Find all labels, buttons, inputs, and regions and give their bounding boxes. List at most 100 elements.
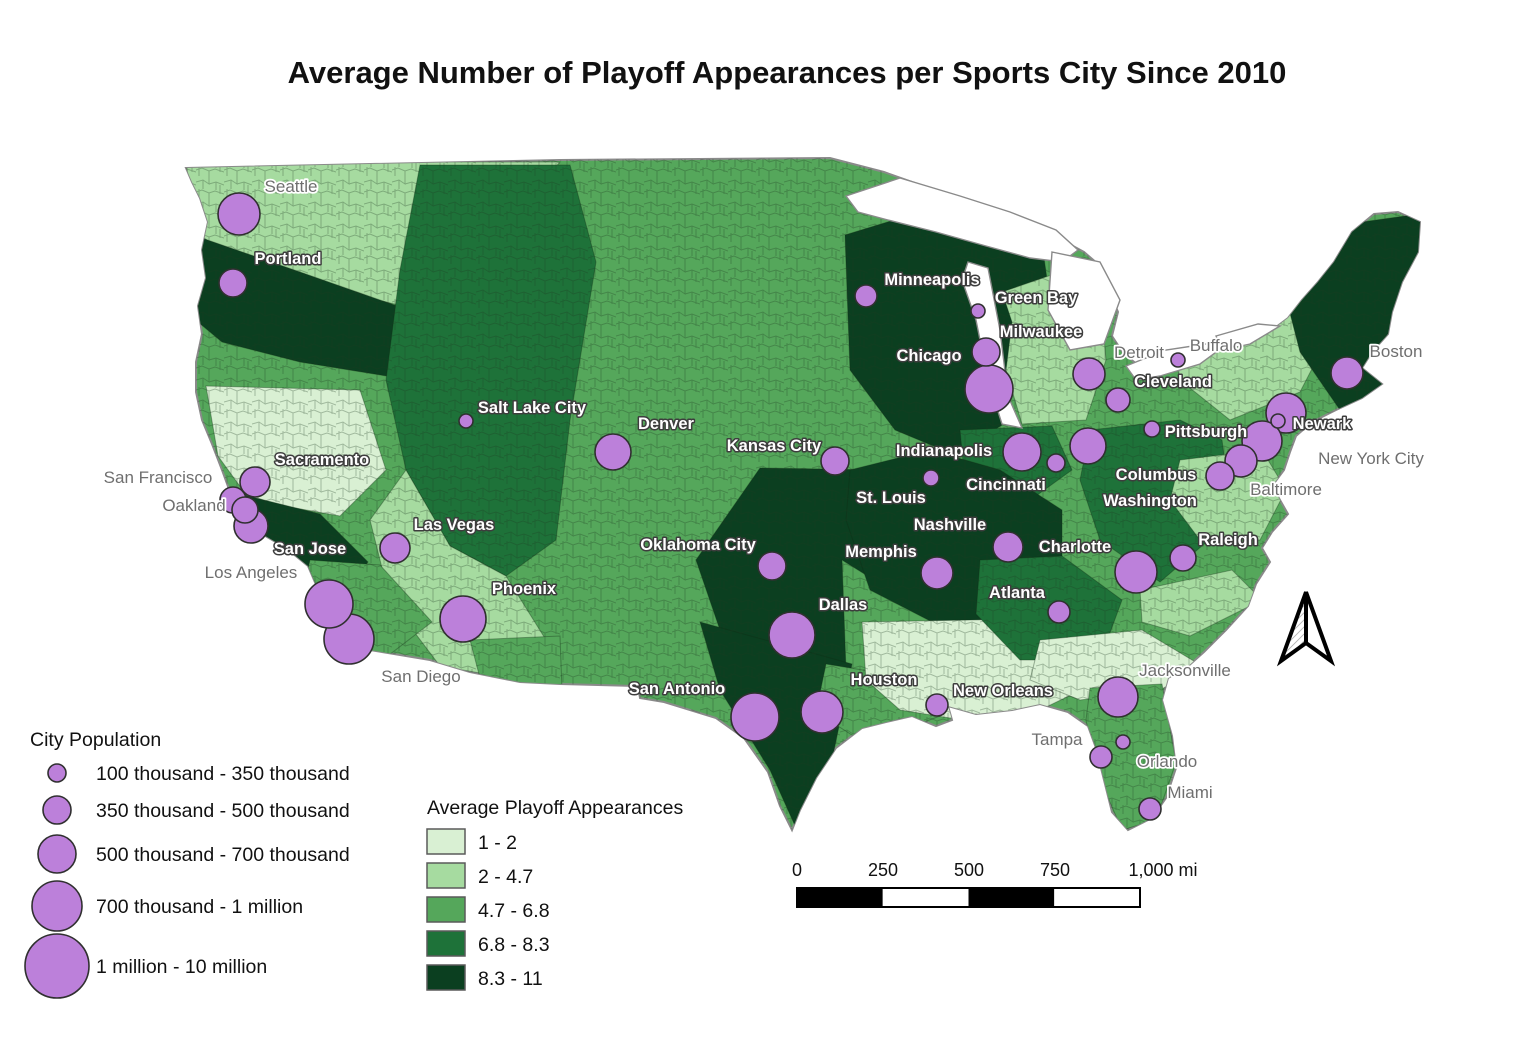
city-marker-tampa[interactable] xyxy=(1089,745,1113,769)
scale-bar-segment xyxy=(1054,888,1140,907)
city-label-las-vegas: Las Vegas xyxy=(414,516,495,534)
city-marker-memphis[interactable] xyxy=(920,556,954,590)
city-marker-indianapolis[interactable] xyxy=(1002,432,1042,472)
city-marker-orlando[interactable] xyxy=(1115,734,1131,750)
city-label-chicago: Chicago xyxy=(896,347,961,365)
city-marker-nashville[interactable] xyxy=(992,531,1024,563)
city-marker-minneapolis[interactable] xyxy=(854,284,878,308)
city-marker-green-bay[interactable] xyxy=(970,303,986,319)
city-marker-detroit[interactable] xyxy=(1072,357,1106,391)
scale-bar-tick-label: 250 xyxy=(868,860,898,880)
city-label-pittsburgh: Pittsburgh xyxy=(1165,423,1248,441)
city-label-new-orleans: New Orleans xyxy=(953,682,1053,700)
legend-population-symbol xyxy=(47,763,67,783)
city-marker-seattle[interactable] xyxy=(217,192,261,236)
city-label-salt-lake-city: Salt Lake City xyxy=(478,399,587,417)
scale-bar-frame xyxy=(796,887,1141,908)
legend-population-title: City Population xyxy=(30,729,161,751)
city-marker-oakland[interactable] xyxy=(231,496,259,524)
city-label-san-antonio: San Antonio xyxy=(629,680,726,698)
city-population-markers xyxy=(217,192,1364,821)
north-arrow-left-half xyxy=(1276,591,1308,667)
city-marker-milwaukee[interactable] xyxy=(971,337,1001,367)
city-marker-st-louis[interactable] xyxy=(922,469,940,487)
city-marker-san-antonio[interactable] xyxy=(730,692,780,742)
city-marker-boston[interactable] xyxy=(1330,356,1364,390)
legend-class-label: 2 - 4.7 xyxy=(478,866,533,888)
city-label-memphis: Memphis xyxy=(845,543,917,561)
legend-playoff-appearances: Average Playoff Appearances 1 - 2 2 - 4.7… xyxy=(426,797,683,991)
legend-class-swatch xyxy=(426,896,466,923)
city-label-indianapolis: Indianapolis xyxy=(896,442,992,460)
city-marker-cincinnati[interactable] xyxy=(1046,453,1066,473)
city-marker-salt-lake-city[interactable] xyxy=(458,413,474,429)
city-label-cincinnati: Cincinnati xyxy=(966,476,1046,494)
city-label-oakland: Oakland xyxy=(162,496,225,515)
city-marker-las-vegas[interactable] xyxy=(379,532,411,564)
city-marker-chicago[interactable] xyxy=(964,364,1014,414)
legend-population-symbol xyxy=(31,880,83,932)
legend-population-symbol xyxy=(37,834,77,874)
scale-bar-segment xyxy=(968,888,1055,907)
scale-bar-segment xyxy=(882,888,969,907)
legend-population-label: 1 million - 10 million xyxy=(96,956,267,978)
city-marker-atlanta[interactable] xyxy=(1047,600,1071,624)
city-label-portland: Portland xyxy=(255,250,322,268)
city-marker-new-orleans[interactable] xyxy=(925,693,949,717)
lake-ontario xyxy=(1215,323,1283,351)
legend-population-label: 100 thousand - 350 thousand xyxy=(96,763,350,785)
legend-class-swatch xyxy=(426,930,466,957)
city-marker-kansas-city[interactable] xyxy=(820,446,850,476)
scale-bar-segment xyxy=(797,888,883,907)
legend-population-label: 500 thousand - 700 thousand xyxy=(96,844,350,866)
city-marker-phoenix[interactable] xyxy=(439,595,487,643)
city-marker-oklahoma-city[interactable] xyxy=(757,551,787,581)
city-marker-los-angeles[interactable] xyxy=(304,579,354,629)
city-marker-columbus[interactable] xyxy=(1069,427,1107,465)
city-label-denver: Denver xyxy=(638,415,695,433)
city-label-kansas-city: Kansas City xyxy=(727,437,822,455)
city-marker-washington[interactable] xyxy=(1205,461,1235,491)
scale-bar-tick-label: 1,000 mi xyxy=(1128,860,1197,880)
city-marker-buffalo[interactable] xyxy=(1170,352,1186,368)
city-label-green-bay: Green Bay xyxy=(995,289,1078,307)
county-boundaries-texture xyxy=(186,158,1420,830)
legend-class-label: 4.7 - 6.8 xyxy=(478,900,550,922)
city-label-los-angeles: Los Angeles xyxy=(205,563,298,582)
city-marker-dallas[interactable] xyxy=(768,611,816,659)
page-title: Average Number of Playoff Appearances pe… xyxy=(288,55,1287,90)
city-label-raleigh: Raleigh xyxy=(1198,531,1258,549)
city-label-baltimore: Baltimore xyxy=(1250,480,1322,499)
city-marker-miami[interactable] xyxy=(1138,797,1162,821)
county-grid-overlay xyxy=(186,158,1420,830)
legend-population-label: 700 thousand - 1 million xyxy=(96,896,303,918)
city-label-nashville: Nashville xyxy=(914,516,986,534)
city-label-sacramento: Sacramento xyxy=(275,451,369,469)
city-label-san-jose: San Jose xyxy=(274,540,346,558)
city-label-orlando: Orlando xyxy=(1137,752,1197,771)
city-marker-newark[interactable] xyxy=(1270,413,1286,429)
city-marker-raleigh[interactable] xyxy=(1169,544,1197,572)
city-label-buffalo: Buffalo xyxy=(1190,336,1243,355)
city-marker-cleveland[interactable] xyxy=(1105,387,1131,413)
city-marker-houston[interactable] xyxy=(800,690,844,734)
city-marker-denver[interactable] xyxy=(594,433,632,471)
scale-bar-tick-label: 0 xyxy=(792,860,802,880)
city-marker-jacksonville[interactable] xyxy=(1097,676,1139,718)
city-label-milwaukee: Milwaukee xyxy=(1000,323,1083,341)
north-arrow xyxy=(1276,591,1336,667)
city-marker-sacramento[interactable] xyxy=(239,466,271,498)
city-marker-portland[interactable] xyxy=(218,268,248,298)
city-marker-pittsburgh[interactable] xyxy=(1143,420,1161,438)
city-label-st-louis: St. Louis xyxy=(856,489,926,507)
city-labels: Seattle Portland Sacramento San Francisco Oa… xyxy=(102,175,1426,804)
legend-population-label: 350 thousand - 500 thousand xyxy=(96,800,350,822)
city-marker-charlotte[interactable] xyxy=(1114,550,1158,594)
legend-population-symbol xyxy=(24,933,90,999)
city-label-newark: Newark xyxy=(1293,415,1353,433)
legend-class-swatch xyxy=(426,964,466,991)
north-arrow-right-half xyxy=(1304,591,1336,667)
city-label-detroit: Detroit xyxy=(1114,343,1164,362)
city-label-san-diego: San Diego xyxy=(381,667,460,686)
